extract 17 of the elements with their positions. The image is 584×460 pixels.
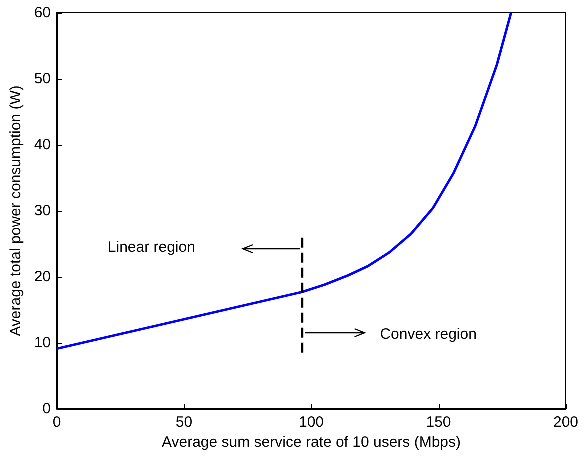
x-tick-label: 50 — [176, 414, 193, 431]
y-tick-label: 10 — [34, 334, 51, 352]
y-tick-label: 40 — [34, 136, 51, 154]
annotation: Linear region — [108, 238, 196, 256]
x-tick-label: 0 — [52, 414, 62, 431]
x-tick-label: 100 — [298, 414, 324, 431]
y-axis-title: Average total power consumption (W) — [7, 86, 24, 336]
y-tick-label: 60 — [34, 4, 51, 22]
y-tick-label: 0 — [42, 400, 51, 418]
line-series — [56, 12, 513, 350]
annotation: Convex region — [380, 326, 477, 344]
x-tick-label: 150 — [426, 414, 452, 431]
y-tick-label: 20 — [34, 268, 51, 286]
x-tick-label: 200 — [553, 414, 579, 431]
y-tick-label: 50 — [34, 70, 51, 88]
x-axis-title: Average sum service rate of 10 users (Mbps) — [162, 434, 462, 451]
y-tick-label: 30 — [34, 202, 51, 220]
